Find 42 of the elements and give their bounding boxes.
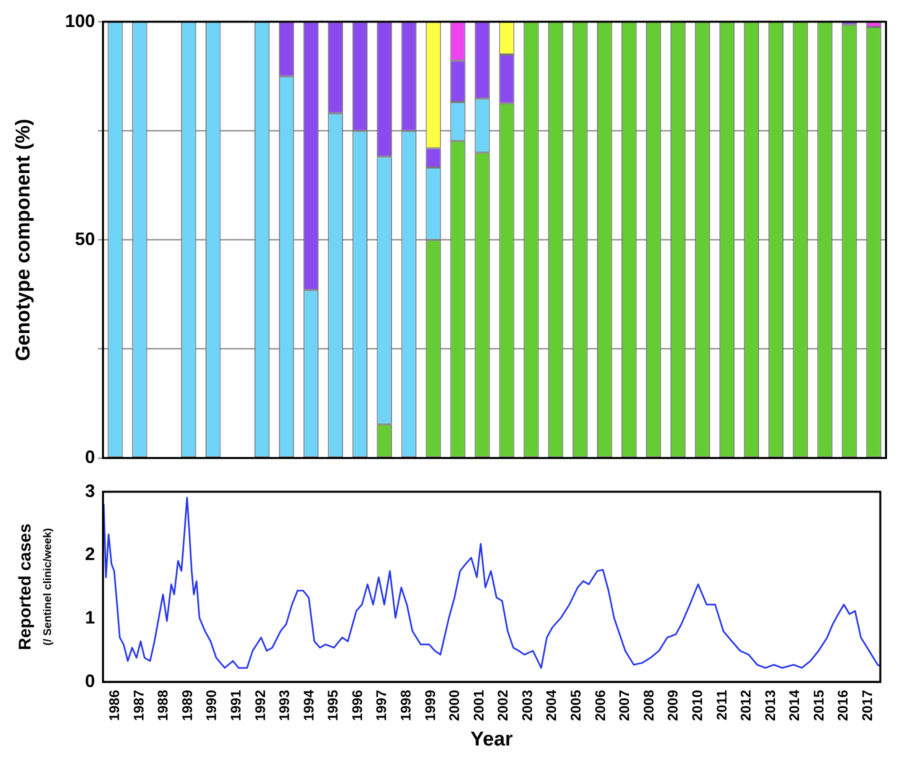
x-tick-label: 2013 bbox=[762, 690, 778, 722]
x-tick-label: 2001 bbox=[470, 690, 486, 722]
x-tick-label: 1986 bbox=[106, 690, 122, 722]
x-tick-label: 2005 bbox=[568, 690, 584, 722]
x-tick-label: 2012 bbox=[738, 690, 754, 722]
x-tick-label: 1995 bbox=[324, 690, 341, 722]
y-tick-label: 1 bbox=[84, 607, 95, 628]
x-tick-label: 1990 bbox=[203, 690, 220, 722]
y-tick-label: 100 bbox=[64, 10, 95, 31]
y-tick-label: 0 bbox=[84, 670, 95, 691]
x-tick-label: 1997 bbox=[373, 690, 390, 722]
x-tick-label: 2004 bbox=[543, 690, 560, 722]
x-tick-label: 2000 bbox=[446, 690, 462, 722]
x-tick-label: 2011 bbox=[713, 690, 730, 720]
x-tick-label: 1994 bbox=[300, 690, 316, 722]
x-tick-label: 2008 bbox=[640, 690, 656, 722]
y-tick-label: 50 bbox=[74, 228, 95, 249]
x-tick-label: 1996 bbox=[348, 690, 365, 722]
x-tick-label: 2015 bbox=[810, 690, 826, 722]
x-tick-label: 1993 bbox=[276, 690, 292, 722]
x-tick-label: 2017 bbox=[859, 690, 876, 722]
y-axis-title: Reported cases (/ Sentinel clinic/week) bbox=[16, 524, 54, 650]
y-tick-label: 0 bbox=[84, 446, 95, 467]
x-tick-label: 1999 bbox=[422, 690, 438, 722]
x-tick-label: 1992 bbox=[252, 690, 268, 722]
x-tick-label: 2003 bbox=[518, 690, 535, 722]
x-tick-label: 2009 bbox=[664, 690, 681, 722]
x-tick-label: 2010 bbox=[688, 690, 705, 722]
y-axis-title: Genotype component (%) bbox=[12, 118, 35, 362]
x-tick-label: 1989 bbox=[178, 690, 195, 722]
x-axis-title: Year bbox=[470, 728, 514, 751]
y-tick-label: 3 bbox=[84, 480, 95, 501]
x-tick-label: 2016 bbox=[834, 690, 851, 722]
x-tick-label: 2006 bbox=[592, 690, 608, 722]
x-tick-label: 1988 bbox=[154, 690, 171, 722]
x-tick-label: 2007 bbox=[616, 690, 632, 722]
x-tick-label: 2002 bbox=[494, 690, 511, 722]
x-tick-label: 1998 bbox=[398, 690, 414, 722]
y-tick-label: 2 bbox=[84, 544, 95, 564]
x-tick-label: 1991 bbox=[227, 690, 244, 722]
x-tick-label: 2014 bbox=[786, 690, 802, 722]
x-tick-label: 1987 bbox=[130, 690, 146, 722]
